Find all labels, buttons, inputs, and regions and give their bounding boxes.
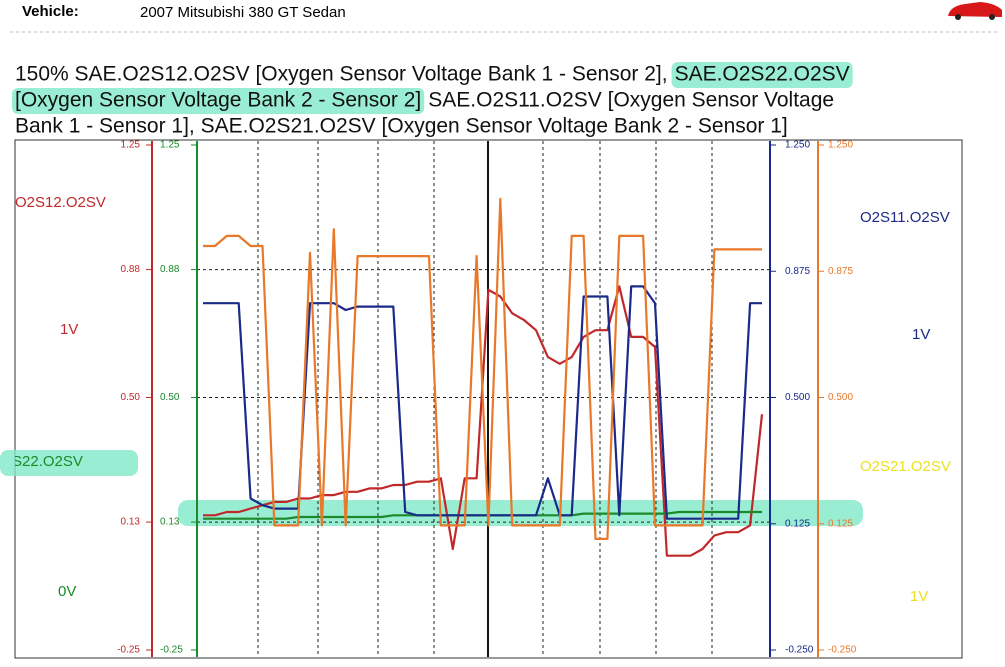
y-tick-label: 0.875 <box>828 266 853 277</box>
series-label: O2S12.O2SV <box>15 194 106 211</box>
title-segment: SAE.O2S22.O2SV <box>675 63 850 86</box>
y-tick-label: -0.25 <box>117 645 140 656</box>
scale-label: 1V <box>912 326 930 343</box>
series-label: O2S22.O2SV <box>0 453 83 470</box>
y-tick-label: 0.125 <box>785 518 810 529</box>
title-segment: 150% SAE.O2S12.O2SV [Oxygen Sensor Volta… <box>15 63 668 86</box>
series-label: O2S11.O2SV <box>860 209 950 226</box>
y-tick-label: -0.25 <box>160 645 183 656</box>
series-label: O2S21.O2SV <box>860 458 951 475</box>
car-icon <box>948 2 1002 20</box>
y-tick-label: 1.25 <box>160 140 180 151</box>
y-tick-label: 0.500 <box>828 392 853 403</box>
y-tick-label: 0.13 <box>121 517 141 528</box>
y-tick-label: 1.250 <box>785 140 810 151</box>
y-tick-label: 0.13 <box>160 517 180 528</box>
y-tick-label: 0.875 <box>785 266 810 277</box>
scale-label: 0V <box>58 583 76 600</box>
title-segment: [Oxygen Sensor Voltage Bank 2 - Sensor 2… <box>15 89 421 112</box>
title-highlight <box>671 62 853 88</box>
y-tick-label: 0.50 <box>121 392 141 403</box>
vehicle-label: Vehicle: <box>22 3 79 20</box>
y-tick-label: 1.250 <box>828 140 853 151</box>
vehicle-value: 2007 Mitsubishi 380 GT Sedan <box>140 4 346 21</box>
y-tick-label: 0.500 <box>785 392 810 403</box>
title-highlight <box>12 88 425 114</box>
series-line <box>203 197 762 541</box>
y-tick-label: -0.250 <box>828 645 857 656</box>
y-tick-label: 1.25 <box>121 140 141 151</box>
y-tick-label: 0.50 <box>160 392 180 403</box>
scale-label: 1V <box>60 321 78 338</box>
y-tick-label: 0.125 <box>828 518 853 529</box>
title-segment: SAE.O2S11.O2SV [Oxygen Sensor Voltage <box>428 89 834 112</box>
y-tick-label: -0.250 <box>785 645 814 656</box>
title-segment: Bank 1 - Sensor 1], SAE.O2S21.O2SV [Oxyg… <box>15 115 788 138</box>
series-line <box>203 285 762 520</box>
scale-label: 1V <box>910 588 928 605</box>
label-highlight <box>0 450 138 476</box>
y-tick-label: 0.88 <box>160 264 180 275</box>
y-tick-label: 0.88 <box>121 264 141 275</box>
